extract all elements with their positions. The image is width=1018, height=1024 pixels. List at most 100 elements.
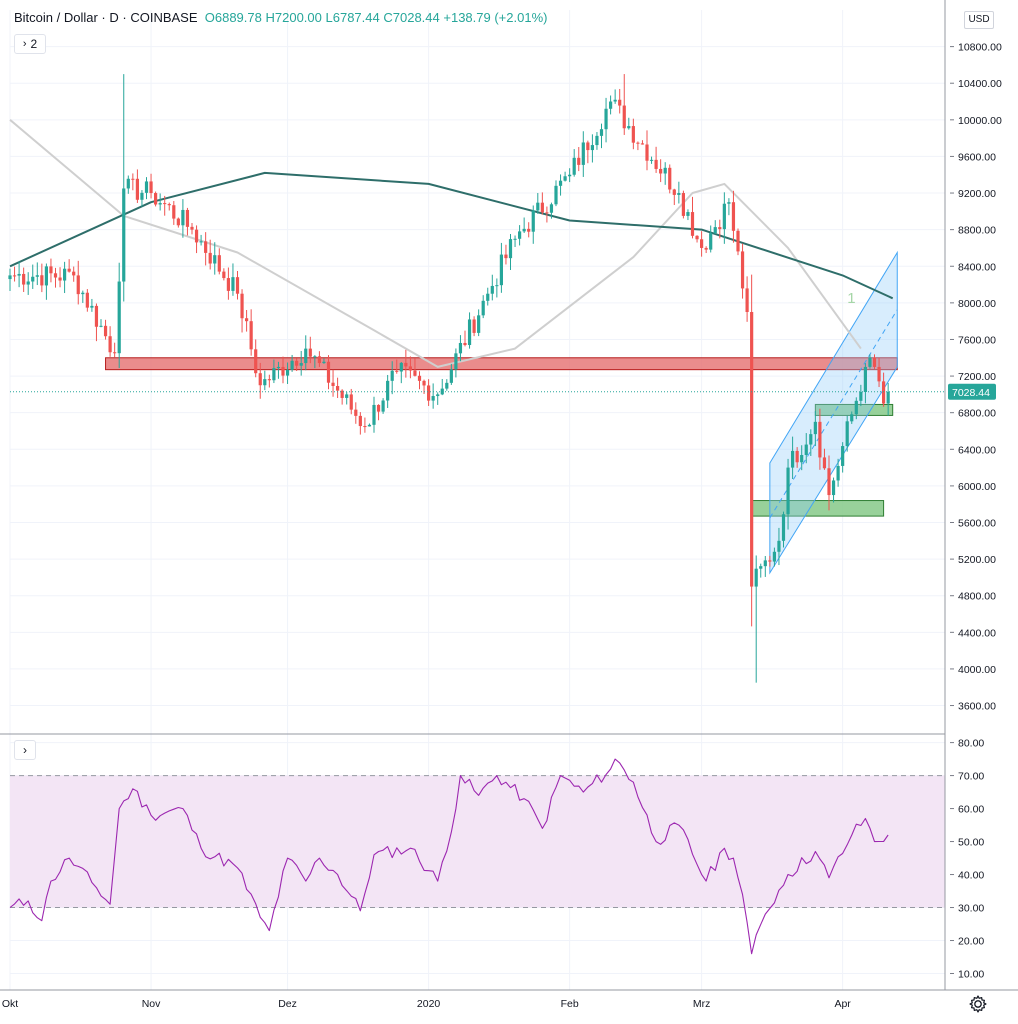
price-tick-label: 8000.00 xyxy=(958,298,996,310)
candle-down xyxy=(636,142,640,144)
candle-down xyxy=(540,202,544,213)
candle-up xyxy=(800,454,804,463)
candle-down xyxy=(76,275,80,295)
candle-up xyxy=(285,369,290,376)
candle-up xyxy=(604,108,608,130)
candle-up xyxy=(81,292,85,295)
chart-header: Bitcoin / Dollar · D · COINBASE O6889.78… xyxy=(14,10,548,25)
candle-up xyxy=(581,142,585,165)
candle-up xyxy=(495,285,499,287)
candle-up xyxy=(850,414,854,422)
candle-up xyxy=(677,193,681,195)
candle-down xyxy=(163,203,167,205)
candle-up xyxy=(367,424,372,427)
support-zone xyxy=(814,403,894,416)
candle-up xyxy=(531,210,535,232)
candle-down xyxy=(463,342,467,346)
price-tick-label: 6400.00 xyxy=(958,444,996,456)
candle-up xyxy=(436,394,440,397)
candle-up xyxy=(276,366,281,369)
candle-up xyxy=(549,204,554,213)
candle-up xyxy=(26,281,30,285)
candle-up xyxy=(536,202,540,211)
candle-down xyxy=(131,178,135,180)
candle-up xyxy=(481,300,485,316)
rsi-tick-label: 20.00 xyxy=(958,936,984,948)
candle-down xyxy=(586,142,590,151)
candle-down xyxy=(208,252,212,264)
candle-down xyxy=(363,426,367,428)
candle-down xyxy=(249,321,253,350)
time-tick-label: Apr xyxy=(834,998,851,1010)
candle-up xyxy=(599,129,604,136)
candle-down xyxy=(185,209,190,227)
candle-up xyxy=(845,421,849,447)
candle-up xyxy=(126,178,130,189)
candle-up xyxy=(272,368,276,381)
candle-down xyxy=(94,305,99,327)
chevron-right-icon: › xyxy=(23,743,27,757)
indicators-toggle-button[interactable]: › 2 xyxy=(14,34,46,54)
symbol-name[interactable]: Bitcoin / Dollar xyxy=(14,10,98,25)
candle-down xyxy=(654,159,658,169)
chevron-right-icon: › xyxy=(22,38,27,50)
rsi-tick-label: 60.00 xyxy=(958,804,984,816)
candle-down xyxy=(882,381,886,404)
currency-button[interactable]: USD xyxy=(964,11,994,29)
candle-down xyxy=(167,204,171,206)
candle-down xyxy=(818,421,822,458)
settings-gear-icon[interactable] xyxy=(968,994,988,1014)
candle-down xyxy=(417,375,422,381)
candle-down xyxy=(336,385,340,391)
candle-up xyxy=(181,209,185,226)
channel-midline xyxy=(769,309,898,519)
candle-up xyxy=(791,450,795,468)
candle-down xyxy=(172,205,176,219)
rsi-tick-label: 80.00 xyxy=(958,738,984,750)
candle-down xyxy=(85,292,89,308)
candle-down xyxy=(103,325,108,337)
candle-up xyxy=(290,360,294,370)
interval[interactable]: D xyxy=(109,10,119,25)
candle-down xyxy=(404,362,408,367)
rsi-line xyxy=(9,758,889,955)
channel-label: 1 xyxy=(847,290,855,307)
candle-up xyxy=(35,275,39,277)
candle-up xyxy=(568,174,572,177)
high-value: H7200.00 xyxy=(265,10,322,25)
close-value: C7028.44 xyxy=(383,10,440,25)
candle-up xyxy=(44,266,48,286)
candle-up xyxy=(572,157,576,175)
candle-up xyxy=(722,203,726,230)
candle-up xyxy=(199,241,203,243)
candle-down xyxy=(736,230,740,252)
candle-down xyxy=(622,105,626,129)
candle-down xyxy=(672,189,676,195)
candle-down xyxy=(659,168,663,174)
candle-up xyxy=(754,568,758,587)
low-value: L6787.44 xyxy=(325,10,380,25)
candle-up xyxy=(345,394,349,398)
price-tick-label: 6000.00 xyxy=(958,481,996,493)
candle-down xyxy=(176,218,180,226)
candle-up xyxy=(213,255,217,264)
candle-down xyxy=(340,390,344,398)
candle-down xyxy=(108,336,112,353)
candle-up xyxy=(781,514,786,541)
candle-down xyxy=(740,251,745,289)
zones xyxy=(105,357,898,517)
candle-up xyxy=(813,421,817,435)
rsi-band-fill xyxy=(10,775,945,908)
rsi-pane-toggle-button[interactable]: › xyxy=(14,740,36,760)
candle-down xyxy=(67,268,71,272)
candle-up xyxy=(854,400,858,415)
resistance-zone xyxy=(105,357,898,371)
candle-up xyxy=(772,551,776,562)
candle-down xyxy=(395,370,399,372)
candle-down xyxy=(149,181,153,194)
candle-up xyxy=(831,480,836,496)
rsi-tick-label: 30.00 xyxy=(958,903,984,915)
candle-down xyxy=(190,226,194,230)
candle-up xyxy=(809,434,813,445)
